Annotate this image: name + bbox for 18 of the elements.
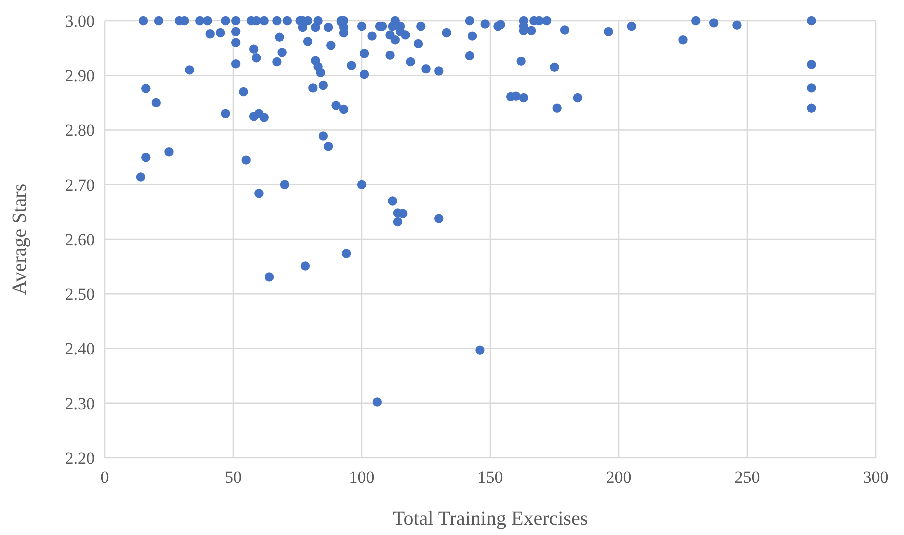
y-tick-label: 2.40 [65,340,95,359]
y-tick-label: 2.30 [65,394,95,414]
x-tick-label: 0 [100,468,110,487]
y-tick-label: 2.70 [65,176,95,195]
x-tick-label: 300 [863,468,889,487]
x-axis-title: Total Training Exercises [392,508,588,530]
y-tick-label: 2.80 [65,121,95,140]
y-tick-label: 2.20 [65,448,95,468]
y-tick-label: 2.90 [65,66,95,86]
x-tick-label: 250 [734,468,760,487]
x-tick-label: 50 [225,468,242,487]
y-tick-label: 2.60 [65,230,95,250]
y-tick-label: 3.00 [65,12,95,31]
y-axis-title: Average Stars [9,184,31,296]
y-tick-label: 2.50 [65,285,95,304]
x-tick-label: 100 [349,468,375,487]
x-tick-label: 200 [606,468,632,487]
x-tick-label: 150 [478,468,504,487]
